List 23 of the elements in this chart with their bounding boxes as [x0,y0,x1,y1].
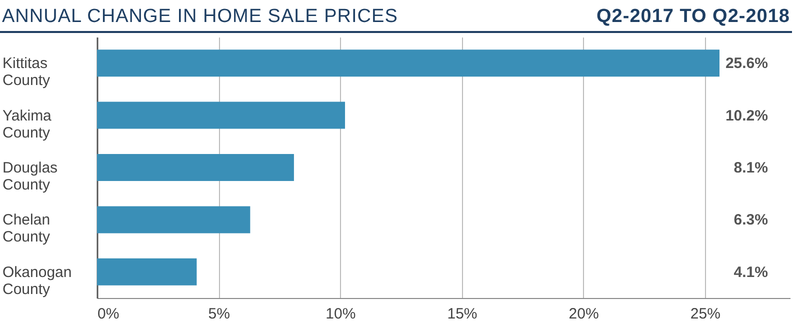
data-label: 4.1% [734,264,768,281]
bar [97,258,197,286]
data-label: 6.3% [734,212,768,229]
y-tick-label: Yakima County [2,107,52,142]
chart-subtitle: Q2-2017 TO Q2-2018 [596,6,790,28]
bar [97,102,346,129]
chart-title: ANNUAL CHANGE IN HOME SALE PRICES [2,6,398,28]
data-label: 8.1% [734,160,768,176]
bar [97,206,250,234]
x-tick-label: 0% [98,306,120,322]
y-tick-label: Douglas County [2,160,58,194]
data-label: 10.2% [725,107,768,124]
x-tick-label: 20% [568,306,599,322]
x-tick-label: 10% [326,306,356,322]
bar [97,154,294,181]
y-tick-label: Kittitas County [2,55,51,90]
data-label: 25.6% [725,55,768,72]
y-tick-label: Chelan County [2,212,51,246]
x-tick-label: 5% [208,306,230,322]
bar [97,50,720,77]
x-tick-label: 25% [690,306,720,322]
x-tick-label: 15% [447,306,478,322]
y-tick-label: Okanogan County [2,264,72,298]
